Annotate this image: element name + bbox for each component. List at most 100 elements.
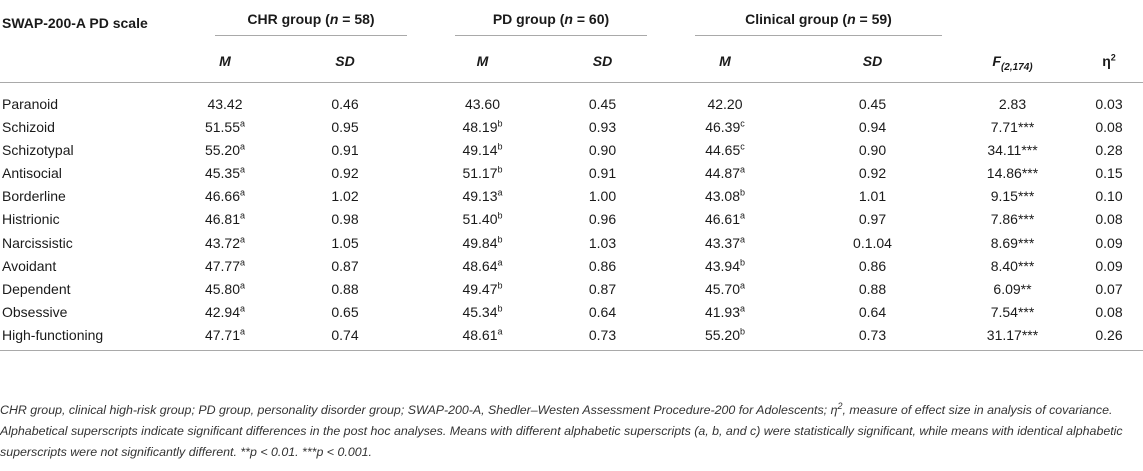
f-value: 8.69: [990, 234, 1018, 251]
eta-sup: 2: [1110, 52, 1116, 63]
pd-mean-superscript: b: [497, 117, 503, 128]
f-value: 6.09: [993, 280, 1021, 297]
eta-value: 0.03: [1095, 96, 1123, 112]
pd-mean-cell: 49.47b: [415, 277, 550, 300]
clinical-mean-cell: 41.93a: [655, 301, 795, 324]
clinical-mean: 43.94: [704, 257, 741, 274]
chr-mean-cell: 43.42: [175, 83, 275, 116]
f-significance: ***: [1017, 304, 1035, 321]
table-footnote: CHR group, clinical high-risk group; PD …: [0, 400, 1140, 463]
clinical-mean: 43.37: [704, 234, 741, 251]
clinical-mean: 43.08: [704, 188, 741, 205]
chr-n-value: = 58): [338, 10, 375, 27]
clinical-sd-cell: 0.86: [795, 254, 950, 277]
pd-mean: 43.60: [464, 96, 501, 112]
scale-column-header: SWAP-200-A PD scale: [2, 15, 148, 31]
pd-mean: 49.14: [462, 141, 498, 158]
chr-sd: 0.95: [331, 118, 359, 135]
chr-sd-cell: 1.02: [275, 185, 415, 208]
clinical-sd-cell: 0.92: [795, 161, 950, 184]
chr-sd-cell: 0.88: [275, 277, 415, 300]
chr-sd: 0.65: [331, 304, 359, 321]
pd-sd: 0.86: [588, 257, 617, 274]
eta-header: η2: [1075, 40, 1143, 83]
clinical-mean: 42.20: [707, 96, 743, 112]
clinical-n-value: = 59): [855, 10, 892, 27]
pd-sd: 0.45: [588, 96, 617, 112]
eta-value-cell: 0.15: [1075, 161, 1143, 184]
chr-mean-superscript: a: [240, 303, 246, 314]
f-value-cell: 2.83: [950, 83, 1075, 116]
eta-label: η: [1102, 53, 1111, 69]
pd-sd-cell: 0.93: [550, 115, 655, 138]
chr-sd: 1.02: [331, 188, 359, 205]
f-significance: ***: [1021, 327, 1039, 344]
chr-mean-cell: 43.72a: [175, 231, 275, 254]
f-significance: ***: [1017, 257, 1035, 274]
chr-mean-cell: 47.71a: [175, 323, 275, 351]
clinical-mean-cell: 43.08b: [655, 185, 795, 208]
group-header-row: SWAP-200-A PD scale CHR group (n = 58) P…: [0, 6, 1143, 40]
clinical-mean-cell: 43.94b: [655, 254, 795, 277]
clinical-sd: 0.97: [858, 211, 887, 228]
table-body: Paranoid 43.42 0.46 43.60 0.45 42.20 0.45 2.83 0…: [0, 83, 1143, 351]
eta-value-cell: 0.08: [1075, 115, 1143, 138]
chr-mean-cell: 47.77a: [175, 254, 275, 277]
eta-value-cell: 0.03: [1075, 83, 1143, 116]
table-row: Schizoid 51.55a 0.95 48.19b 0.93 46.39c 0.94 7.…: [0, 115, 1143, 138]
f-significance: ***: [1021, 141, 1038, 158]
f-value: 14.86: [986, 164, 1022, 181]
scale-name-cell: Dependent: [0, 277, 175, 300]
f-value: 7.71: [990, 118, 1018, 135]
eta-value: 0.08: [1095, 211, 1123, 228]
pd-mean-cell: 48.64a: [415, 254, 550, 277]
f-value-cell: 34.11***: [950, 138, 1075, 161]
clinical-mean: 46.39: [705, 118, 741, 135]
pd-mean-superscript: b: [497, 303, 503, 314]
chr-mean-superscript: a: [240, 257, 246, 268]
pd-mean: 49.13: [462, 188, 498, 205]
pd-n-value: = 60): [572, 10, 610, 27]
pd-mean-cell: 49.13a: [415, 185, 550, 208]
clinical-sd: 0.88: [858, 280, 887, 297]
pd-mean-cell: 49.84b: [415, 231, 550, 254]
clinical-group-header: Clinical group (n = 59): [655, 6, 950, 40]
chr-mean: 51.55: [204, 118, 241, 135]
clinical-sd-cell: 0.97: [795, 208, 950, 231]
eta-value-cell: 0.26: [1075, 323, 1143, 351]
pd-sd-cell: 0.90: [550, 138, 655, 161]
f-header: F(2,174): [950, 40, 1075, 83]
clinical-n-label: n: [847, 10, 856, 27]
chr-sd: 0.98: [331, 211, 359, 228]
chr-mean-superscript: a: [240, 164, 246, 175]
clinical-sd: 0.92: [858, 164, 887, 181]
chr-sd-cell: 0.98: [275, 208, 415, 231]
chr-sd-cell: 0.95: [275, 115, 415, 138]
eta-value-cell: 0.10: [1075, 185, 1143, 208]
chr-sd-header: SD: [335, 53, 355, 69]
clinical-sd: 0.1.04: [853, 234, 892, 251]
clinical-sd-header: SD: [862, 53, 883, 69]
pd-mean: 45.34: [462, 304, 498, 321]
chr-sd: 0.46: [331, 96, 359, 112]
eta-value: 0.10: [1095, 188, 1123, 205]
f-value: 9.15: [990, 188, 1018, 205]
chr-sd-cell: 0.92: [275, 161, 415, 184]
clinical-mean-cell: 44.87a: [655, 161, 795, 184]
clinical-mean-superscript: a: [740, 303, 746, 314]
f-value-cell: 7.86***: [950, 208, 1075, 231]
table-row: Avoidant 47.77a 0.87 48.64a 0.86 43.94b 0.86 8.…: [0, 254, 1143, 277]
eta-value: 0.07: [1095, 280, 1123, 297]
f-value-cell: 7.54***: [950, 301, 1075, 324]
clinical-mean-superscript: a: [740, 210, 746, 221]
eta-value: 0.28: [1095, 141, 1123, 158]
table-row: Narcissistic 43.72a 1.05 49.84b 1.03 43.37a 0.…: [0, 231, 1143, 254]
pd-group-name: PD group (: [492, 10, 565, 27]
scale-name: Paranoid: [2, 96, 59, 112]
scale-name: Dependent: [2, 280, 71, 297]
pd-sd-cell: 1.03: [550, 231, 655, 254]
clinical-mean: 45.70: [704, 280, 741, 297]
clinical-mean-cell: 43.37a: [655, 231, 795, 254]
scale-name-cell: Narcissistic: [0, 231, 175, 254]
scale-name: Schizoid: [2, 118, 55, 135]
